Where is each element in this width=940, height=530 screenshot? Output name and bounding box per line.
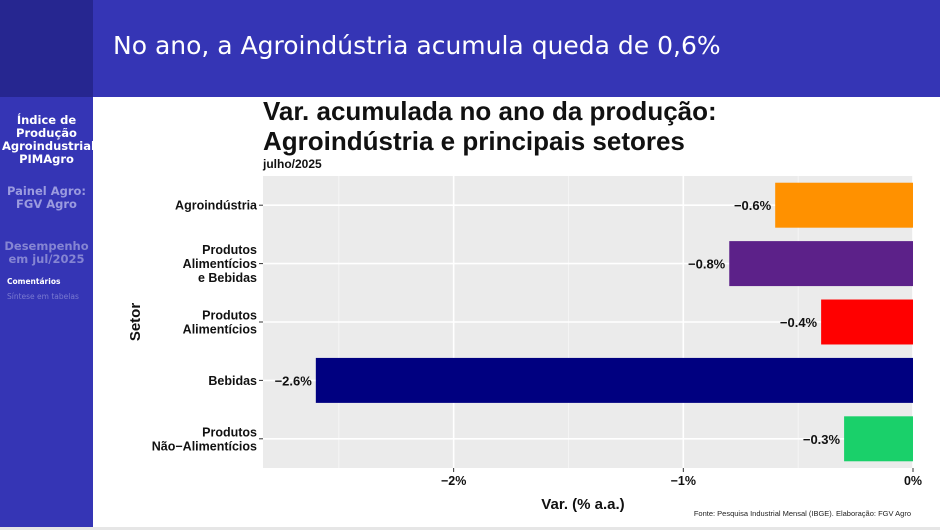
header-corner xyxy=(0,0,93,97)
x-tick-label: −2% xyxy=(441,474,466,488)
sidebar-subitem-comentarios[interactable]: Comentários xyxy=(7,277,61,286)
sidebar-nav: Índice de Produção Agroindustrial PIMAgr… xyxy=(0,97,95,530)
sidebar-line: Produção xyxy=(16,126,77,140)
chart-title-line: Var. acumulada no ano da produção: xyxy=(263,96,717,126)
sidebar-item-painel-agro[interactable]: Painel Agro: FGV Agro xyxy=(0,185,93,211)
data-label: −2.6% xyxy=(275,373,313,388)
data-label: −0.4% xyxy=(780,315,818,330)
sidebar-line: Desempenho xyxy=(4,239,89,253)
header-bar xyxy=(0,0,940,97)
sidebar-line: Painel Agro: xyxy=(6,184,87,198)
y-axis-label: Setor xyxy=(127,303,144,342)
y-tick-label: e Bebidas xyxy=(198,271,257,285)
sidebar-item-pimagro[interactable]: Índice de Produção Agroindustrial PIMAgr… xyxy=(0,113,95,166)
slide-title: No ano, a Agroindústria acumula queda de… xyxy=(113,31,721,60)
y-tick-label: Bebidas xyxy=(208,374,257,388)
bar xyxy=(844,416,913,462)
bar xyxy=(821,299,913,345)
y-tick-label: Produtos xyxy=(202,309,257,323)
y-tick-label: Alimentícios xyxy=(183,323,257,337)
y-tick-label: Agroindústria xyxy=(175,199,258,213)
bar xyxy=(775,182,913,228)
data-label: −0.8% xyxy=(688,257,726,272)
chart-title-line: Agroindústria e principais setores xyxy=(263,126,685,156)
y-tick-label: Produtos xyxy=(202,425,257,439)
y-tick-label: Alimentícios xyxy=(183,257,257,271)
sidebar-line: Índice de xyxy=(16,113,77,127)
bottom-divider xyxy=(0,527,940,530)
chart-subtitle: julho/2025 xyxy=(263,157,322,171)
x-axis-label: Var. (% a.a.) xyxy=(541,496,624,513)
bar xyxy=(315,357,913,403)
chart-title: Var. acumulada no ano da produção: Agroi… xyxy=(263,96,717,156)
bar xyxy=(729,241,913,287)
y-tick-label: Produtos xyxy=(202,243,257,257)
sidebar-item-desempenho[interactable]: Desempenho em jul/2025 xyxy=(0,240,93,266)
sidebar-subitem-sintese[interactable]: Síntese em tabelas xyxy=(7,292,79,301)
source-caption: Fonte: Pesquisa Industrial Mensal (IBGE)… xyxy=(693,509,911,518)
sidebar-line: FGV Agro xyxy=(16,197,77,211)
sidebar-line: Agroindustrial xyxy=(2,139,95,153)
data-label: −0.6% xyxy=(734,198,772,213)
sidebar-line: em jul/2025 xyxy=(8,252,85,266)
x-tick-label: 0% xyxy=(904,474,922,488)
sidebar-line: PIMAgro xyxy=(19,152,74,166)
data-label: −0.3% xyxy=(803,432,841,447)
y-tick-label: Não−Alimentícios xyxy=(152,439,257,453)
x-tick-label: −1% xyxy=(671,474,696,488)
